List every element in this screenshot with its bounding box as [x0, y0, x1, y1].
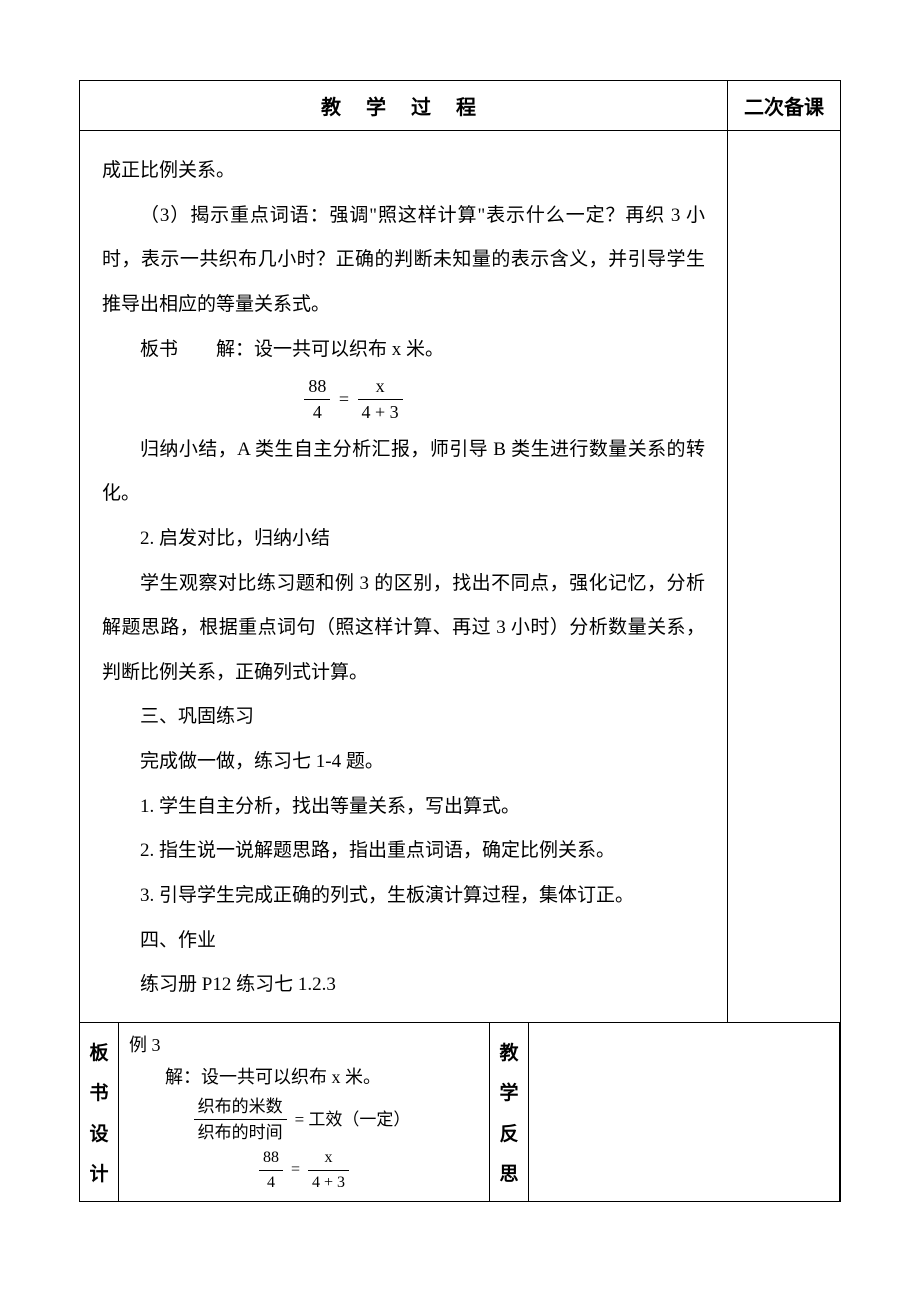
board-formula-a: 织布的米数 织布的时间 = 工效（一定） — [129, 1094, 479, 1146]
formula-1: 88 4 = x 4 + 3 — [102, 374, 705, 425]
board-eq-b: = — [287, 1158, 304, 1182]
para-13: 练习册 P12 练习七 1.2.3 — [102, 963, 705, 1008]
reflect-content — [529, 1023, 840, 1201]
page-frame: 教 学 过 程 二次备课 成正比例关系。 （3）揭示重点词语：强调"照这样计算"… — [79, 80, 841, 1202]
fraction-right: x 4 + 3 — [358, 374, 403, 425]
body-row: 成正比例关系。 （3）揭示重点词语：强调"照这样计算"表示什么一定？再织 3 小… — [80, 131, 840, 1023]
para-4: 归纳小结，A 类生自主分析汇报，师引导 B 类生进行数量关系的转化。 — [102, 428, 705, 517]
reflect-label: 教 学 反 思 — [490, 1023, 529, 1201]
header-row: 教 学 过 程 二次备课 — [80, 81, 840, 131]
header-notes: 二次备课 — [728, 81, 840, 130]
para-12: 四、作业 — [102, 919, 705, 964]
header-process: 教 学 过 程 — [80, 81, 728, 130]
fraction-left: 88 4 — [304, 374, 330, 425]
board-formula-b: 88 4 = x 4 + 3 — [129, 1146, 479, 1195]
para-5: 2. 启发对比，归纳小结 — [102, 517, 705, 562]
para-6: 学生观察对比练习题和例 3 的区别，找出不同点，强化记忆，分析解题思路，根据重点… — [102, 562, 705, 696]
para-7: 三、巩固练习 — [102, 695, 705, 740]
bottom-row: 板 书 设 计 例 3 解：设一共可以织布 x 米。 织布的米数 织布的时间 =… — [80, 1023, 840, 1201]
board-frac-a: 织布的米数 织布的时间 — [194, 1094, 287, 1146]
para-1: 成正比例关系。 — [102, 149, 705, 194]
para-2: （3）揭示重点词语：强调"照这样计算"表示什么一定？再织 3 小时，表示一共织布… — [102, 194, 705, 328]
para-10: 2. 指生说一说解题思路，指出重点词语，确定比例关系。 — [102, 829, 705, 874]
para-3: 板书 解：设一共可以织布 x 米。 — [102, 328, 705, 373]
notes-column — [728, 131, 840, 1022]
board-rhs-a: = 工效（一定） — [291, 1107, 415, 1133]
body-content: 成正比例关系。 （3）揭示重点词语：强调"照这样计算"表示什么一定？再织 3 小… — [80, 131, 728, 1022]
board-frac-b-right: x 4 + 3 — [308, 1146, 349, 1195]
equals-sign: = — [335, 387, 353, 412]
board-content: 例 3 解：设一共可以织布 x 米。 织布的米数 织布的时间 = 工效（一定） … — [119, 1023, 490, 1201]
para-8: 完成做一做，练习七 1-4 题。 — [102, 740, 705, 785]
para-9: 1. 学生自主分析，找出等量关系，写出算式。 — [102, 785, 705, 830]
board-line1: 解：设一共可以织布 x 米。 — [129, 1061, 479, 1093]
board-frac-b-left: 88 4 — [259, 1146, 283, 1195]
board-label: 板 书 设 计 — [80, 1023, 119, 1201]
para-11: 3. 引导学生完成正确的列式，生板演计算过程，集体订正。 — [102, 874, 705, 919]
board-title: 例 3 — [129, 1029, 479, 1061]
